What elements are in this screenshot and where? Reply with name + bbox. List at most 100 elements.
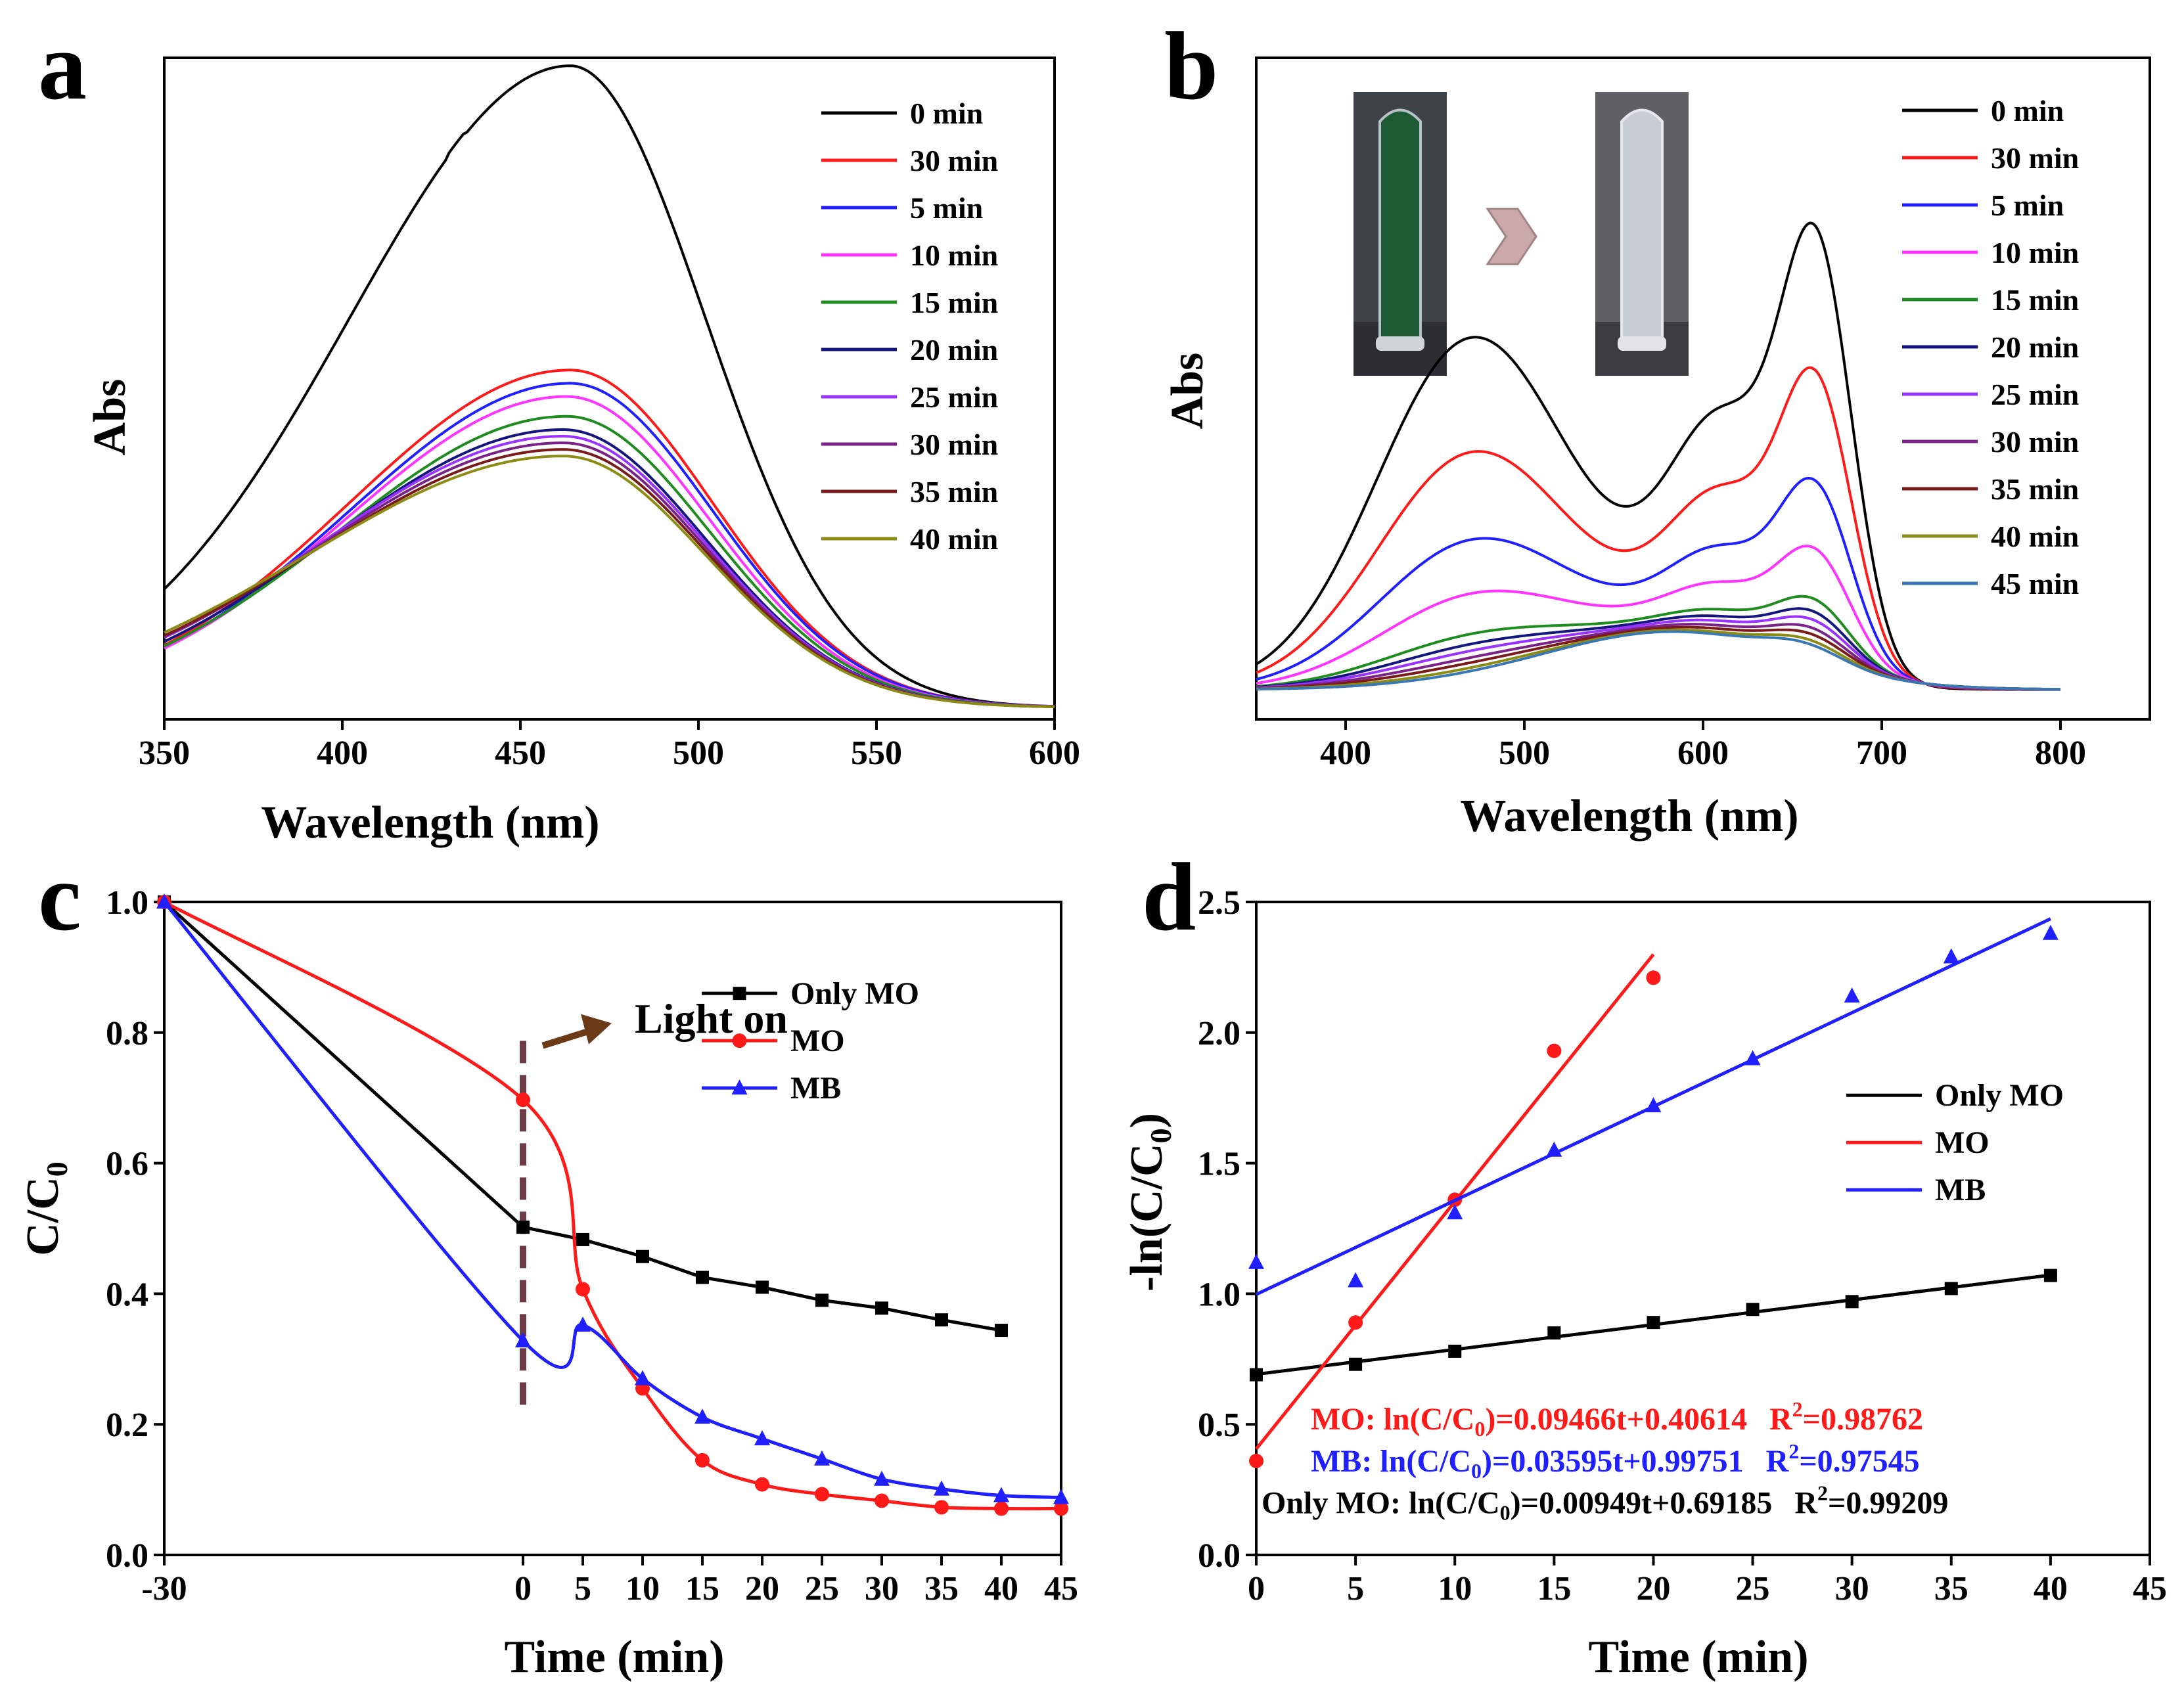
panel-d-equation-0-r-value: =0.98762: [1803, 1402, 1923, 1437]
inset-tube-clear-base: [1618, 336, 1666, 351]
panel-d-xtick-label-9: 45: [2133, 1570, 2167, 1608]
panel-b-legend-label-9: 40 min: [1991, 520, 2079, 553]
panel-c-legend-label-2: MB: [790, 1071, 841, 1106]
panel-d-equation-0: MO: ln(C/C0)=0.09466t+0.40614 R2=0.98762: [1311, 1397, 1923, 1441]
panel-d-xtick-label-5: 25: [1736, 1570, 1770, 1608]
panel-c-legend-marker-1: [732, 1033, 747, 1048]
panel-c-ytick-label-4: 0.8: [106, 1015, 148, 1052]
panel-c-ylabel-main: C/C: [18, 1177, 68, 1256]
panel-c-xtick-label-6: 25: [805, 1570, 839, 1608]
panel-c-point-0-7: [875, 1301, 888, 1315]
panel-c-xtick-label-8: 35: [924, 1570, 959, 1608]
panel-d-xtick-label-4: 20: [1636, 1570, 1670, 1608]
panel-d-ytick-label-3: 1.5: [1198, 1146, 1240, 1183]
panel-d-equation-1-sub: 0: [1471, 1459, 1482, 1483]
panel-c-point-2-10: [1053, 1489, 1069, 1504]
panel-d-equation-2-label: Only MO: ln(C/C: [1262, 1485, 1500, 1520]
panel-b-xtick-label-2: 600: [1677, 734, 1729, 772]
panel-b-legend-label-10: 45 min: [1991, 567, 2079, 600]
panel-d-ytick-label-5: 2.5: [1198, 884, 1240, 922]
panel-d-xtick-label-8: 40: [2034, 1570, 2068, 1608]
panel-a-legend-label-5: 20 min: [910, 333, 998, 367]
panel-c-point-1-7: [875, 1493, 889, 1508]
panel-d-point-2-4: [1645, 1097, 1662, 1113]
panel-c-point-0-8: [935, 1313, 948, 1327]
panel-d-ylabel: -ln(C/C0): [1122, 1113, 1177, 1292]
panel-c-point-0-5: [756, 1280, 769, 1294]
panel-c-xtick-label-0: -30: [141, 1570, 187, 1608]
panel-label-d: d: [1142, 844, 1196, 951]
panel-d-equation-1-r-label: R: [1766, 1444, 1790, 1479]
panel-c-frame: [163, 901, 1062, 1556]
panel-d-xtick-label-1: 5: [1347, 1570, 1364, 1608]
panel-d-equation-0-r-sup: 2: [1792, 1397, 1803, 1421]
panel-c-xtick-label-4: 15: [685, 1570, 719, 1608]
panel-a-series-0: [163, 64, 1055, 708]
panel-c-annotation: Light on: [635, 995, 788, 1042]
panel-c-series-0: [163, 901, 1002, 1332]
panel-label-c: c: [38, 844, 81, 951]
panel-d-point-1-0: [1249, 1453, 1263, 1468]
panel-d-xtick-label-6: 30: [1835, 1570, 1869, 1608]
panel-d-equation-0-sub: 0: [1474, 1417, 1485, 1441]
panel-d-point-2-7: [1943, 948, 1959, 964]
panel-c-ytick-label-5: 1.0: [106, 884, 148, 922]
panel-d-equation-1-rest: )=0.03595t+0.99751: [1482, 1444, 1744, 1479]
panel-a-legend-label-1: 30 min: [910, 144, 998, 177]
panel-a-legend-label-8: 35 min: [910, 475, 998, 508]
panel-b-legend-label-2: 5 min: [1991, 189, 2064, 222]
panel-d-point-2-3: [1546, 1141, 1562, 1157]
panel-c-point-1-8: [934, 1500, 949, 1515]
panel-d-xtick-label-2: 10: [1438, 1570, 1472, 1608]
panel-c-ylabel: C/C0: [18, 1161, 74, 1256]
panel-c-point-2-4: [694, 1408, 710, 1424]
panel-d-equation-2-r-label: R: [1794, 1485, 1818, 1520]
panel-c-point-2-6: [814, 1450, 830, 1466]
panel-b-legend-label-8: 35 min: [1991, 472, 2079, 506]
panel-b-ylabel: Abs: [1162, 353, 1213, 430]
panel-b-xlabel: Wavelength (nm): [1460, 791, 1798, 842]
inset-arrow-icon: [1486, 208, 1537, 265]
panel-d-legend-label-0: Only MO: [1935, 1078, 2064, 1113]
panel-c-ytick-label-2: 0.4: [106, 1276, 148, 1313]
panel-c-xlabel: Time (min): [504, 1632, 724, 1682]
panel-a-series-2: [164, 382, 1055, 708]
panel-d-xlabel: Time (min): [1588, 1632, 1808, 1682]
panel-b-xtick-label-1: 500: [1499, 734, 1550, 772]
panel-d-point-1-3: [1547, 1043, 1562, 1058]
panel-c-point-0-9: [995, 1324, 1008, 1338]
panel-d-xtick-label-0: 0: [1248, 1570, 1265, 1608]
panel-d-xtick-label-3: 15: [1537, 1570, 1571, 1608]
panel-d-equation-1-label: MB: ln(C/C: [1311, 1444, 1471, 1479]
panel-c-point-0-1: [516, 1221, 530, 1234]
panel-b-xtick-label-4: 800: [2035, 734, 2086, 772]
panel-a-xtick-label-0: 350: [139, 734, 190, 772]
panel-a-xtick-label-3: 500: [673, 734, 724, 772]
panel-c-point-2-0: [156, 893, 172, 909]
panel-d-point-0-0: [1250, 1368, 1263, 1382]
panel-a-legend-label-0: 0 min: [910, 97, 983, 130]
panel-c-legend-marker-0: [733, 987, 746, 1001]
panel-c-xtick-label-7: 30: [865, 1570, 899, 1608]
panel-d-equation-0-rest: )=0.09466t+0.40614: [1485, 1402, 1747, 1437]
panel-c-point-2-8: [934, 1480, 949, 1496]
panel-a-xlabel: Wavelength (nm): [261, 798, 599, 848]
inset-tube-green: [1378, 108, 1422, 343]
panel-d-point-0-5: [1746, 1303, 1760, 1316]
panel-c-ytick-label-1: 0.2: [106, 1406, 148, 1444]
panel-b-xtick-label-3: 700: [1856, 734, 1907, 772]
panel-c-legend-marker-2: [731, 1079, 748, 1095]
panel-b-legend-label-1: 30 min: [1991, 141, 2079, 175]
panel-d-point-2-1: [1348, 1272, 1364, 1288]
panel-a-legend-label-3: 10 min: [910, 238, 998, 272]
panel-d-point-2-5: [1744, 1050, 1761, 1066]
panel-a-legend-label-4: 15 min: [910, 286, 998, 319]
panel-d-legend-label-2: MB: [1935, 1173, 1986, 1207]
panel-c-point-0-3: [636, 1249, 649, 1263]
panel-d-equation-2-sub: 0: [1500, 1500, 1511, 1524]
panel-c-point-2-2: [575, 1316, 591, 1332]
panel-c-xtick-label-3: 10: [626, 1570, 660, 1608]
panel-label-a: a: [38, 12, 87, 120]
panel-d-ylabel-sub: 0: [1144, 1128, 1177, 1143]
